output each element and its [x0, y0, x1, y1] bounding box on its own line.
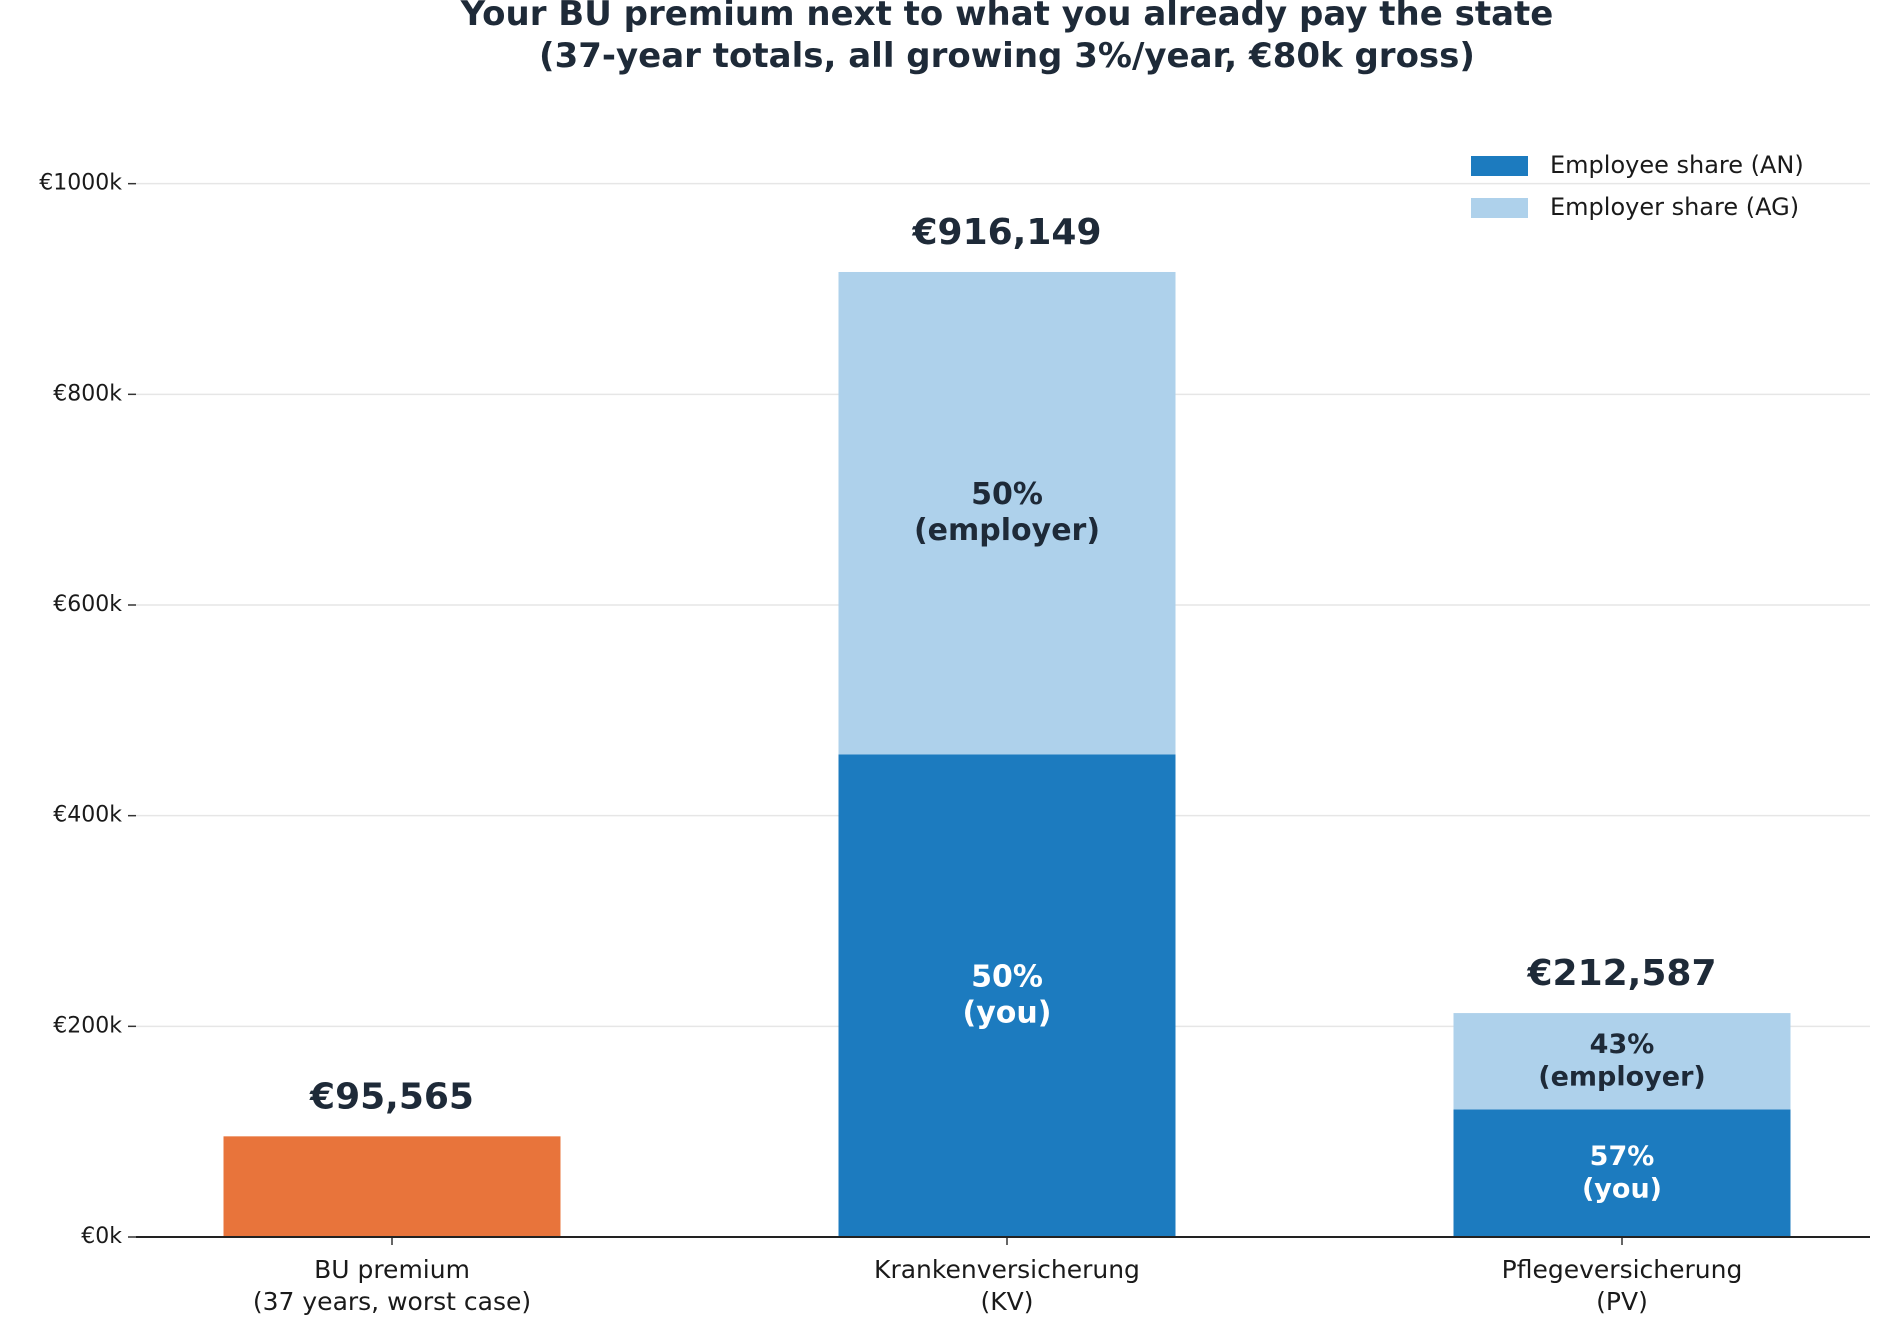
- total-label: €916,149: [911, 212, 1101, 253]
- total-label: €95,565: [309, 1076, 474, 1117]
- legend-label: Employer share (AG): [1550, 193, 1799, 221]
- bar-segment: [1453, 1013, 1791, 1110]
- y-tick-label: €1000k: [39, 171, 122, 196]
- legend-swatch: [1471, 198, 1528, 218]
- chart-title: Your BU premium next to what you already…: [460, 0, 1554, 76]
- segment-label: 50% (employer): [914, 477, 1100, 548]
- y-tick-label: €200k: [53, 1013, 122, 1038]
- total-label: €212,587: [1526, 953, 1716, 994]
- bar-segment: [1453, 1109, 1791, 1237]
- y-tick-label: €0k: [81, 1224, 122, 1249]
- bar-segment: [838, 271, 1176, 755]
- bar-segment: [223, 1136, 561, 1237]
- legend-label: Employee share (AN): [1550, 151, 1804, 179]
- legend-swatch: [1471, 156, 1528, 176]
- x-tick-label: Pflegeversicherung (PV): [1502, 1255, 1743, 1316]
- segment-label: 57% (you): [1582, 1140, 1662, 1203]
- y-tick-label: €800k: [53, 381, 122, 406]
- x-tick-label: Krankenversicherung (KV): [874, 1255, 1140, 1316]
- x-tick-label: BU premium (37 years, worst case): [253, 1255, 531, 1316]
- segment-label: 50% (you): [963, 959, 1052, 1030]
- y-tick-label: €600k: [53, 592, 122, 617]
- y-tick-label: €400k: [53, 803, 122, 828]
- bar-segment: [838, 754, 1176, 1237]
- segment-label: 43% (employer): [1538, 1029, 1705, 1092]
